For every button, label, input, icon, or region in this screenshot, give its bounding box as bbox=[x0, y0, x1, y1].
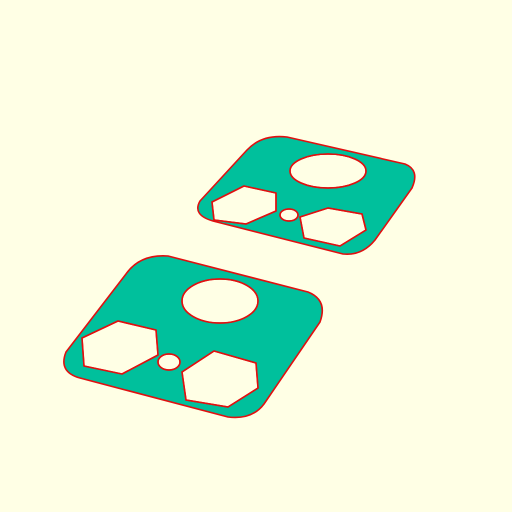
plate-front[interactable] bbox=[63, 255, 324, 419]
hexagon-hole-left bbox=[211, 185, 277, 225]
plate-back-body bbox=[197, 135, 416, 256]
circle-hole bbox=[289, 153, 367, 189]
small-circle-hole bbox=[157, 353, 181, 371]
circle-hole bbox=[181, 278, 259, 324]
hexagon-hole-left bbox=[81, 320, 159, 375]
hexagon-hole-right bbox=[181, 350, 259, 408]
small-circle-hole bbox=[279, 208, 299, 222]
hexagon-hole-right bbox=[299, 207, 367, 247]
plate-back[interactable] bbox=[197, 135, 416, 256]
plate-front-body bbox=[63, 255, 324, 419]
